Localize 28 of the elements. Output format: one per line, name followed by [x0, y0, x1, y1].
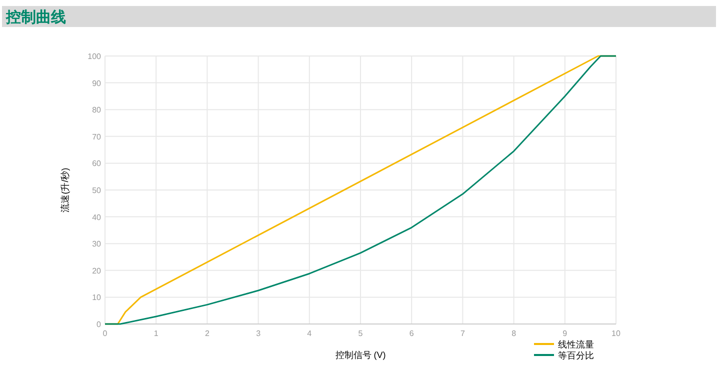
- x-axis-title: 控制信号 (V): [335, 350, 386, 360]
- chart-title: 控制曲线: [5, 9, 66, 26]
- line-series: [104, 55, 617, 325]
- x-tick-label: 3: [256, 329, 262, 338]
- y-tick-label: 70: [92, 132, 102, 142]
- legend-label: 等百分比: [558, 350, 594, 360]
- y-tick-label: 40: [92, 212, 102, 222]
- legend-label: 线性流量: [558, 340, 594, 350]
- y-tick-label: 60: [92, 159, 102, 168]
- x-tick-label: 4: [307, 329, 312, 338]
- y-tick-label: 10: [92, 293, 102, 302]
- x-tick-label: 0: [102, 329, 108, 338]
- y-tick-label: 20: [92, 266, 102, 276]
- x-tick-label: 9: [562, 329, 568, 338]
- x-tick-label: 8: [512, 329, 517, 338]
- y-tick-label: 100: [88, 52, 102, 61]
- y-tick-label: 50: [92, 186, 102, 195]
- x-tick-label: 10: [612, 329, 621, 338]
- y-axis-title: 流速(升/秒): [60, 168, 70, 212]
- y-tick-label: 90: [92, 78, 102, 88]
- x-tick-label: 7: [460, 329, 466, 338]
- y-tick-label: 80: [92, 106, 102, 115]
- x-tick-label: 2: [204, 329, 210, 338]
- y-tick-label: 30: [92, 240, 102, 249]
- y-tick-label: 0: [96, 320, 102, 329]
- x-tick-label: 1: [154, 329, 159, 338]
- x-tick-label: 5: [358, 329, 364, 338]
- x-tick-label: 6: [409, 329, 414, 338]
